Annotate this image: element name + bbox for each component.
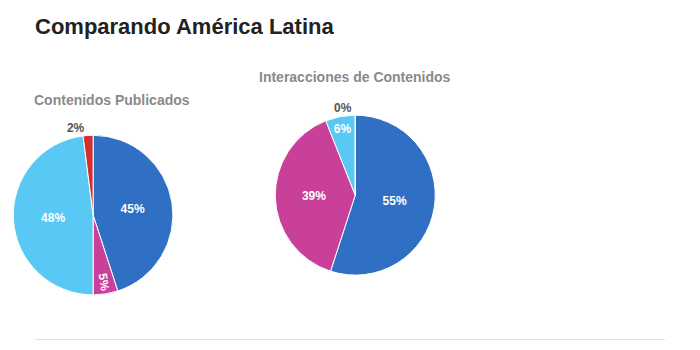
svg-text:39%: 39% <box>302 189 326 203</box>
svg-text:Contenidos Publicados: Contenidos Publicados <box>34 92 190 108</box>
svg-text:45%: 45% <box>121 202 145 216</box>
svg-text:5%: 5% <box>95 272 112 292</box>
svg-text:48%: 48% <box>41 211 65 225</box>
svg-text:0%: 0% <box>334 101 352 115</box>
svg-text:Interacciones de Contenidos: Interacciones de Contenidos <box>259 69 451 85</box>
svg-text:55%: 55% <box>383 194 407 208</box>
svg-text:6%: 6% <box>334 122 352 136</box>
svg-text:Comparando América Latina: Comparando América Latina <box>35 14 334 39</box>
svg-text:2%: 2% <box>67 121 85 135</box>
